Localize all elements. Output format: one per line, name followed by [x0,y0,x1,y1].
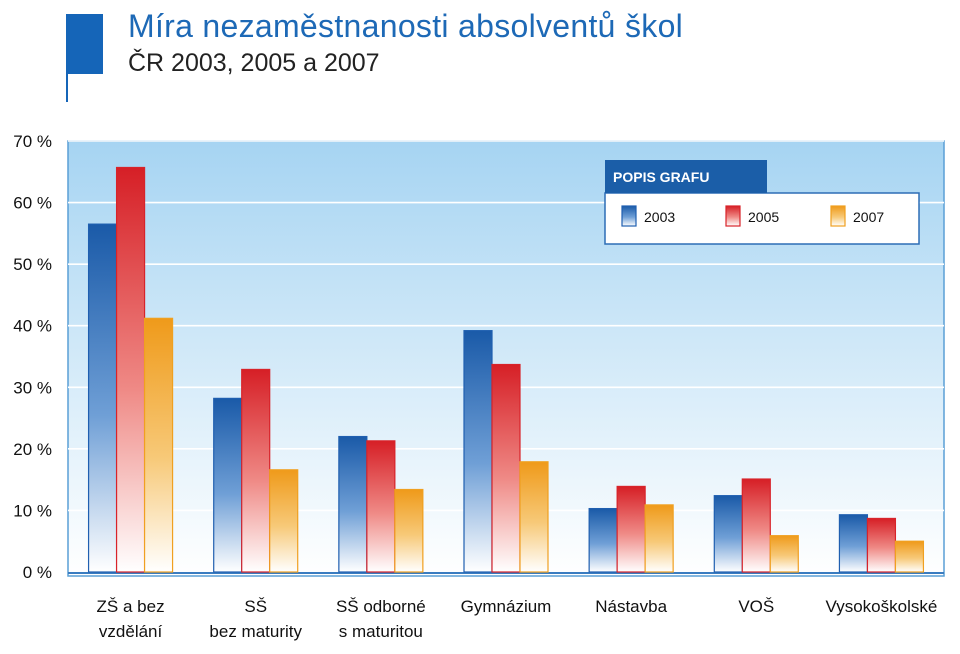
bar-2005-5 [741,478,771,573]
y-tick-label: 10 % [13,501,52,520]
legend-label-2003: 2003 [644,209,675,225]
x-tick-label: Gymnázium [461,597,552,616]
bar-2007-6 [894,540,925,573]
bar-2007-5 [769,535,799,573]
bar-2003-6 [838,514,869,573]
legend-swatch-2005 [725,205,741,227]
bar-2003-4 [588,507,618,573]
legend-label-2007: 2007 [853,209,884,225]
legend-swatch-2003 [621,205,637,227]
bar-2003-0 [87,223,118,573]
y-tick-label: 0 % [23,563,52,582]
y-tick-label: 40 % [13,317,52,336]
x-tick-label: SŠ [244,597,267,616]
chart-subtitle: ČR 2003, 2005 a 2007 [128,49,380,77]
bar-2005-4 [616,485,646,573]
bar-2003-3 [463,330,493,573]
bar-2005-3 [491,363,521,573]
bar-2005-0 [115,166,146,573]
bar-2007-4 [644,504,674,573]
bar-2005-1 [241,368,271,573]
y-tick-label: 30 % [13,378,52,397]
x-tick-label: SŠ odborné [336,597,426,616]
x-tick-label: Vysokoškolské [826,597,938,616]
x-tick-label: bez maturity [209,622,302,641]
y-tick-label: 70 % [13,132,52,151]
bar-2007-2 [394,488,424,573]
legend-title: POPIS GRAFU [613,169,709,185]
bar-2003-1 [213,397,243,573]
bar-2007-3 [519,461,549,573]
legend-box [604,192,920,245]
bar-2005-6 [866,517,897,573]
title-accent-bar [66,14,103,74]
x-tick-label: ZŠ a bez [97,597,165,616]
bar-2007-1 [269,469,299,573]
y-tick-label: 50 % [13,255,52,274]
y-tick-label: 60 % [13,194,52,213]
title-accent-line [66,74,68,102]
x-tick-label: s maturitou [339,622,423,641]
legend-label-2005: 2005 [748,209,779,225]
bar-2005-2 [366,440,396,573]
x-tick-label: VOŠ [738,597,774,616]
chart-title: Míra nezaměstnanosti absolventů škol [128,8,684,44]
x-tick-label: Nástavba [595,597,667,616]
bar-2003-2 [338,435,368,573]
legend-title-bar [605,160,767,193]
x-tick-label: vzdělání [99,622,163,641]
bar-2003-5 [713,495,743,573]
bar-2007-0 [143,317,174,573]
y-tick-label: 20 % [13,440,52,459]
legend-swatch-2007 [830,205,846,227]
